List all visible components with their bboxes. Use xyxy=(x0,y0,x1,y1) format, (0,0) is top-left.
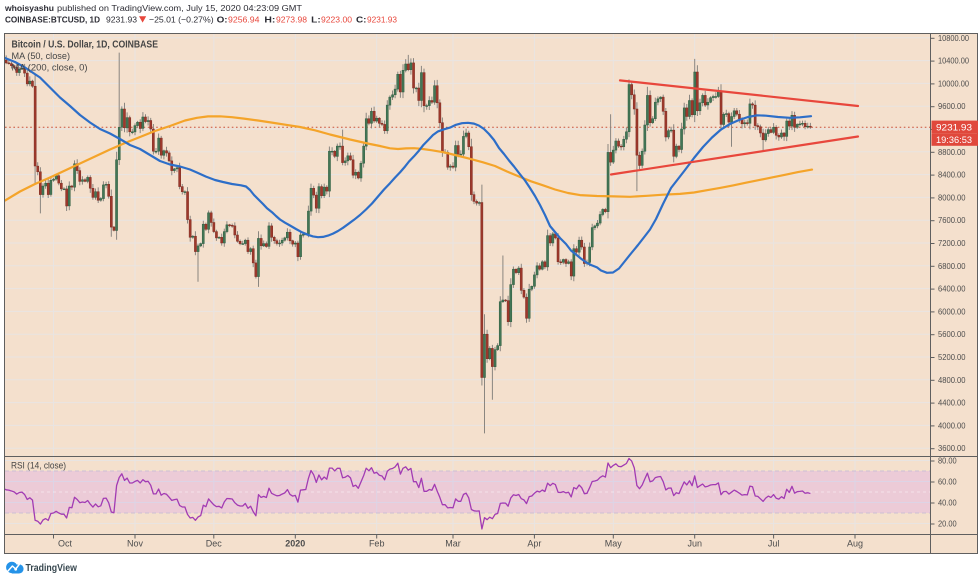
svg-text:Nov: Nov xyxy=(127,539,144,549)
svg-text:Oct: Oct xyxy=(58,539,73,549)
svg-text:7200.00: 7200.00 xyxy=(938,238,966,248)
svg-text:10800.00: 10800.00 xyxy=(938,33,969,43)
svg-text:8000.00: 8000.00 xyxy=(938,192,966,202)
svg-text:Mar: Mar xyxy=(445,539,461,549)
svg-text:5200.00: 5200.00 xyxy=(938,352,966,362)
svg-text:Aug: Aug xyxy=(847,539,863,549)
svg-text:4800.00: 4800.00 xyxy=(938,375,966,385)
svg-text:May: May xyxy=(605,539,623,549)
svg-text:3600.00: 3600.00 xyxy=(938,443,966,453)
svg-text:8400.00: 8400.00 xyxy=(938,170,966,180)
svg-text:MA (200, close, 0): MA (200, close, 0) xyxy=(12,63,88,74)
svg-text:8800.00: 8800.00 xyxy=(938,147,966,157)
svg-text:MA (50, close): MA (50, close) xyxy=(12,51,71,62)
svg-text:2020: 2020 xyxy=(285,539,305,549)
svg-text:10000.00: 10000.00 xyxy=(938,78,969,88)
svg-text:60.00: 60.00 xyxy=(938,477,957,487)
svg-text:RSI (14, close): RSI (14, close) xyxy=(11,461,66,472)
svg-text:9600.00: 9600.00 xyxy=(938,101,966,111)
svg-text:Bitcoin / U.S. Dollar, 1D, COI: Bitcoin / U.S. Dollar, 1D, COINBASE xyxy=(12,40,159,51)
svg-text:20.00: 20.00 xyxy=(938,519,957,529)
svg-text:80.00: 80.00 xyxy=(938,456,957,466)
svg-text:Jul: Jul xyxy=(768,539,780,549)
svg-text:Feb: Feb xyxy=(369,539,385,549)
svg-text:9231.93: 9231.93 xyxy=(936,122,972,133)
svg-text:Apr: Apr xyxy=(527,539,541,549)
svg-text:6400.00: 6400.00 xyxy=(938,284,966,294)
svg-text:6000.00: 6000.00 xyxy=(938,306,966,316)
svg-text:6800.00: 6800.00 xyxy=(938,261,966,271)
svg-text:19:36:53: 19:36:53 xyxy=(936,135,972,146)
svg-text:4400.00: 4400.00 xyxy=(938,398,966,408)
svg-text:5600.00: 5600.00 xyxy=(938,329,966,339)
svg-text:TradingView: TradingView xyxy=(26,562,78,574)
svg-text:7600.00: 7600.00 xyxy=(938,215,966,225)
svg-text:Dec: Dec xyxy=(206,539,223,549)
svg-text:4000.00: 4000.00 xyxy=(938,420,966,430)
svg-text:10400.00: 10400.00 xyxy=(938,56,969,66)
svg-text:Jun: Jun xyxy=(687,539,702,549)
svg-text:40.00: 40.00 xyxy=(938,498,957,508)
